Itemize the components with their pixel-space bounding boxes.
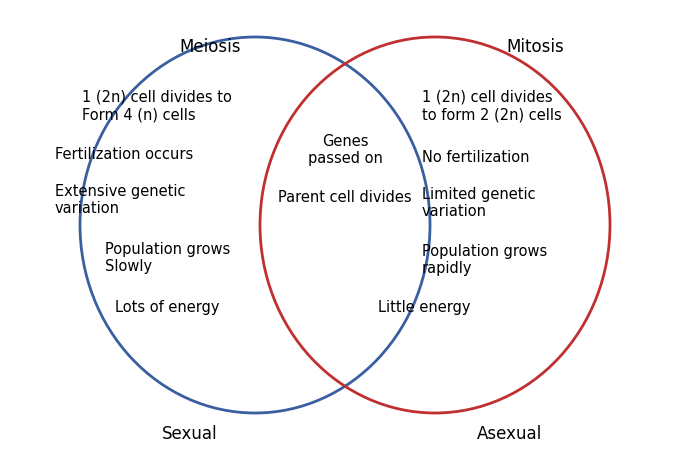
Text: Lots of energy: Lots of energy	[115, 299, 220, 314]
Text: Extensive genetic
variation: Extensive genetic variation	[55, 184, 186, 216]
Text: Little energy: Little energy	[378, 299, 470, 314]
Text: Parent cell divides: Parent cell divides	[278, 189, 412, 205]
Text: Mitosis: Mitosis	[506, 38, 564, 56]
Text: Sexual: Sexual	[162, 424, 218, 442]
Text: 1 (2n) cell divides
to form 2 (2n) cells: 1 (2n) cell divides to form 2 (2n) cells	[422, 90, 561, 122]
Text: Meiosis: Meiosis	[179, 38, 241, 56]
Text: Population grows
rapidly: Population grows rapidly	[422, 244, 547, 276]
Text: Population grows
Slowly: Population grows Slowly	[105, 241, 230, 274]
Text: Fertilization occurs: Fertilization occurs	[55, 147, 193, 161]
Text: Genes
passed on: Genes passed on	[307, 133, 382, 166]
Text: Asexual: Asexual	[477, 424, 542, 442]
Text: No fertilization: No fertilization	[422, 150, 529, 165]
Text: 1 (2n) cell divides to
Form 4 (n) cells: 1 (2n) cell divides to Form 4 (n) cells	[82, 90, 232, 122]
Text: Limited genetic
variation: Limited genetic variation	[422, 187, 536, 219]
